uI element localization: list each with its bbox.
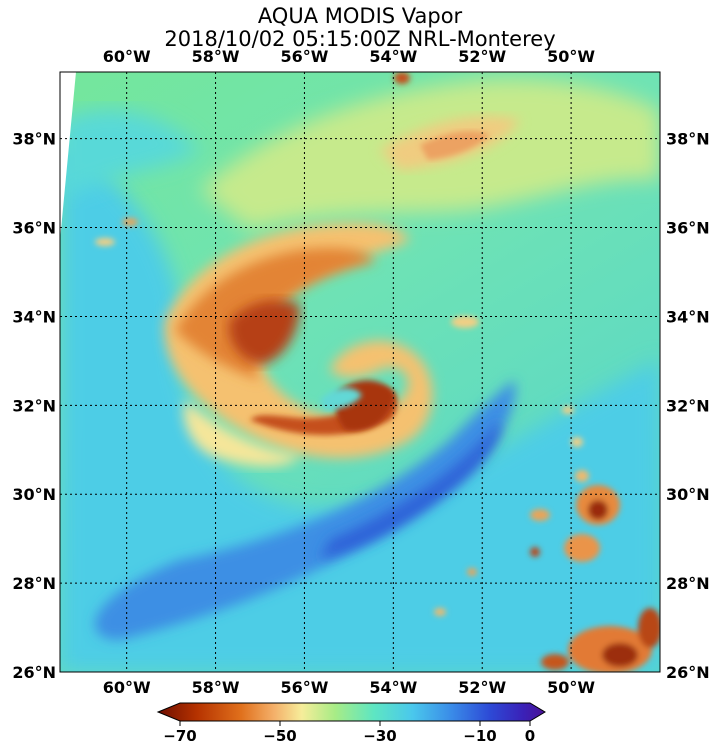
lat-label-left: 38°N — [12, 130, 56, 149]
lat-label-right: 32°N — [666, 396, 710, 415]
map-subtitle: 2018/10/02 05:15:00Z NRL-Monterey — [164, 27, 556, 51]
lat-label-right: 34°N — [666, 307, 710, 326]
lat-label-left: 34°N — [12, 307, 56, 326]
colorbar-label: −70 — [163, 727, 196, 745]
colorbar-label: −30 — [363, 727, 396, 745]
lon-label-bottom: 56°W — [280, 678, 328, 697]
colorbar-labels: −70 −50 −30 −10 0 — [163, 727, 535, 745]
lon-label-top: 52°W — [458, 47, 506, 66]
lon-label-bottom: 50°W — [547, 678, 595, 697]
lon-label-bottom: 58°W — [192, 678, 240, 697]
lat-label-right: 28°N — [666, 574, 710, 593]
colorbar: −70 −50 −30 −10 0 — [156, 702, 546, 745]
lat-labels-right: 38°N 36°N 34°N 32°N 30°N 28°N 26°N — [666, 130, 710, 682]
lat-label-left: 30°N — [12, 485, 56, 504]
lat-label-left: 36°N — [12, 219, 56, 238]
map-frame — [59, 71, 661, 673]
lat-label-right: 38°N — [666, 130, 710, 149]
lon-labels-top: 60°W 58°W 56°W 54°W 52°W 50°W — [103, 47, 596, 66]
lon-label-bottom: 54°W — [369, 678, 417, 697]
lat-label-right: 26°N — [666, 663, 710, 682]
vapor-imagery — [60, 72, 660, 672]
lat-label-left: 28°N — [12, 574, 56, 593]
lat-label-right: 30°N — [666, 485, 710, 504]
lat-labels-left: 38°N 36°N 34°N 32°N 30°N 28°N 26°N — [12, 130, 56, 682]
lat-label-right: 36°N — [666, 219, 710, 238]
lon-label-top: 58°W — [192, 47, 240, 66]
lat-label-left: 26°N — [12, 663, 56, 682]
lon-label-top: 60°W — [103, 47, 151, 66]
lon-labels-bottom: 60°W 58°W 56°W 54°W 52°W 50°W — [103, 678, 596, 697]
lon-label-top: 50°W — [547, 47, 595, 66]
lon-label-bottom: 52°W — [458, 678, 506, 697]
map-title: AQUA MODIS Vapor — [257, 4, 463, 28]
colorbar-label: 0 — [525, 727, 535, 745]
colorbar-ticks — [179, 721, 531, 726]
colorbar-label: −10 — [463, 727, 496, 745]
lon-label-bottom: 60°W — [103, 678, 151, 697]
colorbar-label: −50 — [263, 727, 296, 745]
lon-label-top: 56°W — [280, 47, 328, 66]
lon-label-top: 54°W — [369, 47, 417, 66]
lat-label-left: 32°N — [12, 396, 56, 415]
